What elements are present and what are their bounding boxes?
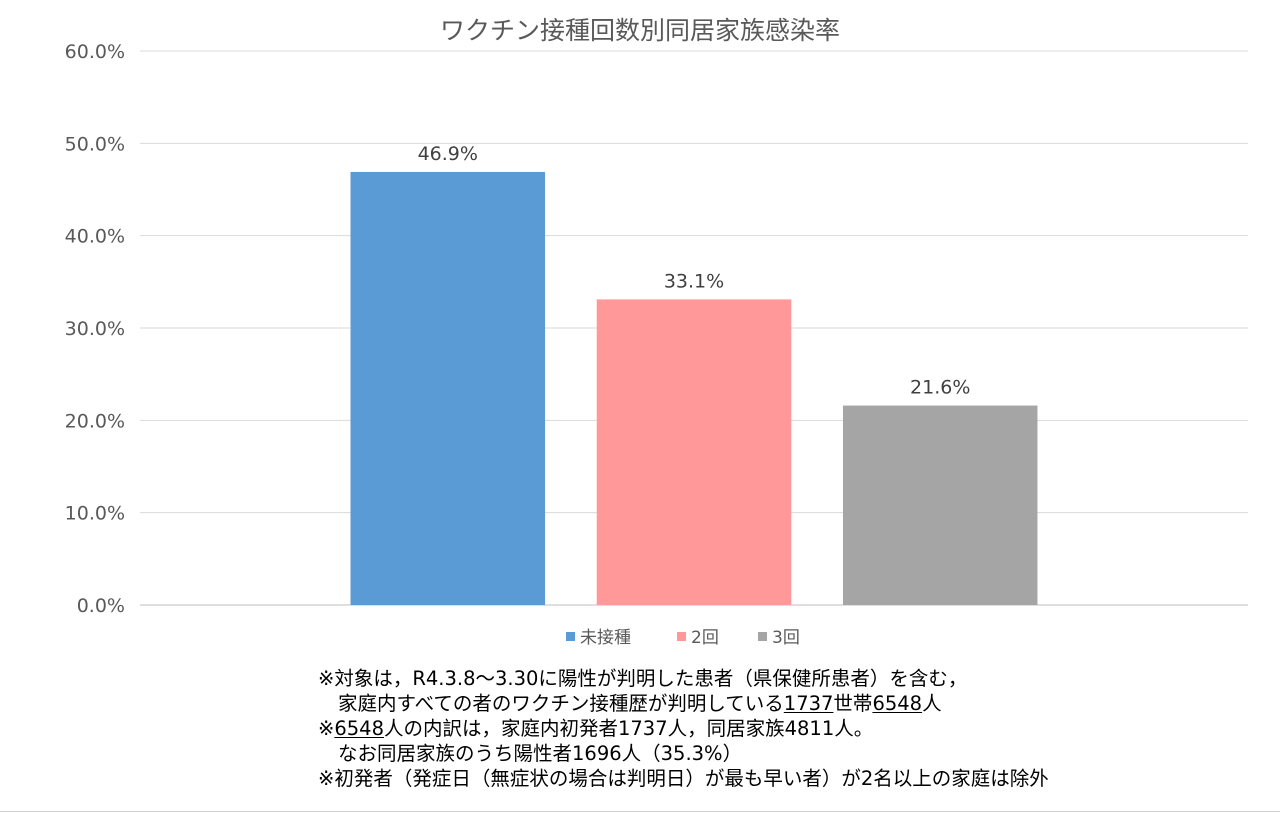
legend-swatch: [566, 632, 575, 641]
legend-swatch: [758, 632, 767, 641]
legend-swatch: [677, 632, 686, 641]
data-label: 46.9%: [418, 143, 478, 165]
note-persons: 6548: [334, 717, 384, 740]
y-tick-label: 10.0%: [65, 503, 125, 525]
note-line-1: ※対象は，R4.3.8～3.30に陽性が判明した患者（県保健所患者）を含む，: [318, 667, 968, 690]
bar: [350, 171, 546, 605]
y-tick-label: 30.0%: [65, 318, 125, 340]
note-line-5: ※初発者（発症日（無症状の場合は判明日）が最も早い者）が2名以上の家庭は除外: [318, 767, 1049, 790]
note-text: 家庭内すべての者のワクチン接種歴が判明している: [338, 692, 784, 715]
chart-title: ワクチン接種回数別同居家族感染率: [440, 16, 840, 45]
footnotes: ※対象は，R4.3.8～3.30に陽性が判明した患者（県保健所患者）を含む， 家…: [318, 666, 1218, 791]
note-line-3: ※6548人の内訳は，家庭内初発者1737人，同居家族4811人。: [318, 716, 1218, 741]
note-persons: 6548: [872, 692, 923, 715]
legend-label: 3回: [772, 628, 800, 648]
y-tick-label: 0.0%: [77, 595, 125, 617]
legend: 未接種 2回 3回: [566, 628, 800, 648]
bar-chart: ワクチン接種回数別同居家族感染率 0.0% 10.0% 20.0% 30.0% 40.0…: [65, 16, 1248, 648]
legend-label: 2回: [691, 628, 719, 648]
y-tick-label: 40.0%: [65, 226, 125, 248]
note-line-4: なお同居家族のうち陽性者1696人（35.3%）: [338, 742, 743, 765]
y-tick-label: 50.0%: [65, 133, 125, 155]
data-label: 21.6%: [910, 377, 970, 399]
bars: [350, 171, 1038, 605]
note-line-2: 家庭内すべての者のワクチン接種歴が判明している1737世帯6548人: [318, 691, 1218, 716]
y-tick-label: 20.0%: [65, 410, 125, 432]
note-text: 人の内訳は，家庭内初発者1737人，同居家族4811人。: [383, 717, 874, 740]
legend-label: 未接種: [580, 628, 631, 648]
data-label: 33.1%: [664, 270, 724, 292]
data-labels: 46.9% 33.1% 21.6%: [418, 143, 971, 399]
y-tick-label: 60.0%: [65, 41, 125, 63]
note-text: 世帯: [833, 692, 873, 715]
note-households: 1737: [783, 692, 834, 715]
bottom-border: [0, 811, 1280, 812]
y-axis-tick-labels: 0.0% 10.0% 20.0% 30.0% 40.0% 50.0% 60.0%: [65, 41, 125, 617]
note-text: ※: [318, 717, 335, 740]
bar: [596, 299, 792, 605]
bar: [842, 405, 1038, 605]
note-text: 人: [922, 692, 942, 715]
